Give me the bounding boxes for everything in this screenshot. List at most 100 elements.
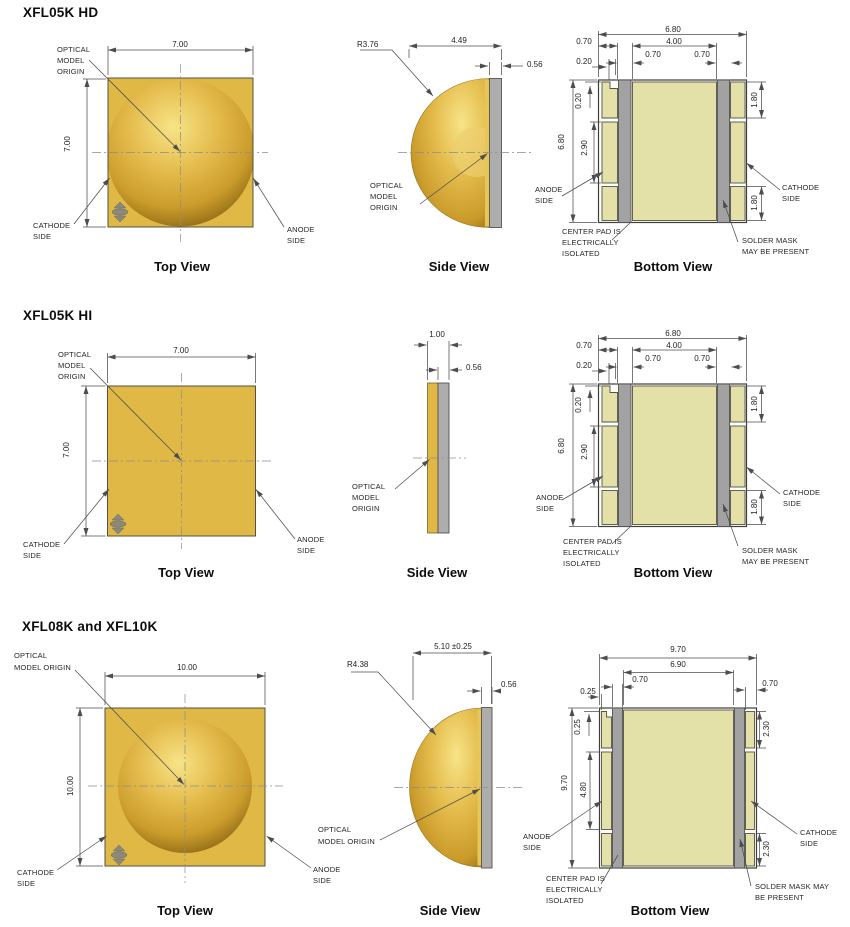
view-caption: Top View [154,259,210,274]
dim-label: R4.38 [347,660,369,669]
optical-origin-label: MODEL [58,361,86,370]
dim-label: 0.70 [645,50,661,59]
optical-origin-label: OPTICAL [370,181,404,190]
solder-mask-note: SOLDER MASK MAY [755,882,830,891]
view-caption: Top View [157,903,213,918]
solder-mask-note: MAY BE PRESENT [742,557,810,566]
center-pad-note: CENTER PAD IS [546,874,605,883]
optical-origin-label: MODEL [352,493,380,502]
anode-side-label: SIDE [297,546,316,555]
anode-side-label: SIDE [535,196,554,205]
dim-label: 1.00 [429,330,445,339]
center-pad-note: ELECTRICALLY [563,548,620,557]
cathode-side-label: CATHODE [33,221,71,230]
dim-label: 7.00 [62,442,71,458]
anode-side-label: SIDE [313,876,332,885]
dim-label: 9.70 [670,645,686,654]
dim-label: 0.70 [762,679,778,688]
anode-side-label: ANODE [536,493,564,502]
optical-origin-label: OPTICAL [352,482,386,491]
dim-label: 6.80 [665,25,681,34]
dim-label: 4.00 [666,37,682,46]
hd-bottom-view-drawing [561,31,781,243]
hi-bottom-view-drawing [561,335,781,547]
dim-label: 7.00 [172,40,188,49]
dim-label: 5.10 ±0.25 [434,642,472,651]
dim-label: R3.76 [357,40,379,49]
center-pad-note: ISOLATED [563,559,601,568]
dim-label: 0.25 [580,687,596,696]
hi-side-view-drawing [394,341,466,534]
anode-side-label: SIDE [287,236,306,245]
dim-label: 6.80 [665,329,681,338]
solder-mask-note: BE PRESENT [755,893,805,902]
dim-label: 0.70 [645,354,661,363]
optical-origin-label: MODEL [57,56,85,65]
dim-label: 6.90 [670,660,686,669]
dim-label: 0.20 [574,93,583,109]
dim-label: 2.30 [762,721,771,737]
dim-label: 10.00 [66,775,75,797]
optical-origin-label: OPTICAL [58,350,92,359]
cathode-side-label: CATHODE [23,540,61,549]
view-caption: Bottom View [633,259,713,274]
dim-label: 2.90 [579,444,589,460]
xfl08k-top-view-drawing [56,669,312,883]
optical-origin-label: MODEL ORIGIN [318,837,375,846]
cathode-side-label: SIDE [800,839,819,848]
dim-label: 0.20 [576,57,592,66]
dim-label: 7.00 [173,346,189,355]
dim-label: 0.20 [574,397,583,413]
view-caption: Side View [428,259,490,274]
optical-origin-label: ORIGIN [352,504,380,513]
dim-label: 10.00 [176,663,198,672]
dim-label: 0.70 [632,675,648,684]
optical-origin-label: MODEL ORIGIN [14,663,71,672]
cathode-marker-icon [111,201,129,223]
cathode-side-label: SIDE [782,194,801,203]
cathode-side-label: CATHODE [800,828,838,837]
dim-label: 4.49 [451,36,467,45]
optical-origin-label: OPTICAL [14,651,48,660]
dim-label: 1.80 [749,396,759,412]
optical-origin-label: OPTICAL [57,45,91,54]
view-caption: Bottom View [630,903,710,918]
dim-label: 4.00 [666,341,682,350]
dim-label: 0.70 [576,341,592,350]
dim-label: 1.80 [749,92,759,108]
optical-origin-label: ORIGIN [370,203,398,212]
center-pad-note: CENTER PAD IS [562,227,621,236]
optical-origin-label: MODEL [370,192,398,201]
center-pad-note: ISOLATED [546,896,584,905]
optical-origin-label: OPTICAL [318,825,352,834]
anode-side-label: SIDE [523,843,542,852]
view-caption: Side View [419,903,481,918]
anode-side-label: ANODE [523,832,551,841]
optical-origin-label: ORIGIN [58,372,86,381]
dim-label: 1.80 [749,499,759,515]
cathode-side-label: CATHODE [782,183,820,192]
anode-side-label: ANODE [297,535,325,544]
dim-label: 0.70 [576,37,592,46]
cathode-marker-icon [109,513,127,535]
dim-label: 7.00 [63,136,72,152]
cathode-side-label: SIDE [33,232,52,241]
solder-mask-note: SOLDER MASK [742,546,798,555]
center-pad-note: ELECTRICALLY [546,885,603,894]
solder-mask-note: MAY BE PRESENT [742,247,810,256]
dim-label: 0.70 [694,354,710,363]
dim-label: 0.56 [466,363,482,372]
center-pad-note: ELECTRICALLY [562,238,619,247]
section-title: XFL05K HD [23,5,99,20]
dim-label: 0.56 [527,60,543,69]
dim-label: 0.25 [573,719,582,735]
dim-label: 6.80 [557,134,566,150]
cathode-side-label: SIDE [17,879,36,888]
view-caption: Side View [406,565,468,580]
anode-side-label: ANODE [313,865,341,874]
cathode-side-label: SIDE [783,499,802,508]
anode-side-label: ANODE [535,185,563,194]
dim-label: 6.80 [557,438,566,454]
